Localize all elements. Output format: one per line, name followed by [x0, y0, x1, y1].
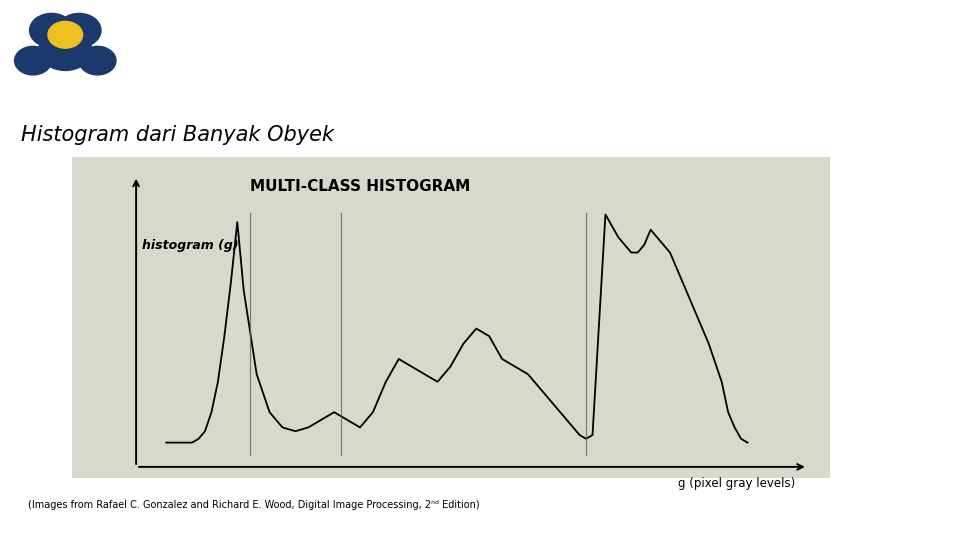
Text: g (pixel gray levels): g (pixel gray levels): [678, 477, 795, 490]
Circle shape: [30, 14, 73, 48]
Circle shape: [48, 22, 83, 48]
Text: Histogram dari Banyak Obyek: Histogram dari Banyak Obyek: [21, 125, 334, 145]
Text: MULTI-CLASS HISTOGRAM: MULTI-CLASS HISTOGRAM: [250, 179, 470, 194]
Circle shape: [14, 46, 52, 75]
Circle shape: [38, 30, 92, 70]
Circle shape: [79, 46, 116, 75]
Text: (Images from Rafael C. Gonzalez and Richard E. Wood, Digital Image Processing, 2: (Images from Rafael C. Gonzalez and Rich…: [29, 500, 480, 510]
Text: histogram (g): histogram (g): [142, 239, 239, 252]
Circle shape: [58, 14, 101, 48]
Text: Segmentasi Citra Berbasis Histogram (2): Segmentasi Citra Berbasis Histogram (2): [139, 36, 780, 64]
